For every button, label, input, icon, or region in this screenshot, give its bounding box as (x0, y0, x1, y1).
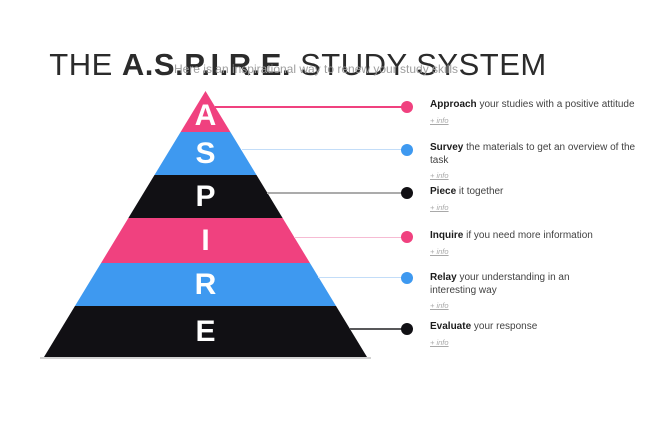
aspire-pyramid: A S P I R E (44, 91, 367, 357)
callout-dot-evaluate (401, 323, 413, 335)
callout-text: if you need more information (463, 230, 593, 241)
callout-dot-relay (401, 272, 413, 284)
callout-dot-piece (401, 187, 413, 199)
callout-text: the materials to get an overview of the … (430, 142, 636, 166)
callout-text: your understanding in an interesting way (430, 272, 570, 296)
info-link-evaluate[interactable]: + info (430, 337, 449, 347)
callout-keyword: Inquire (430, 230, 464, 241)
info-link-piece[interactable]: + info (430, 202, 449, 212)
callout-dot-survey (401, 144, 413, 156)
info-link-relay[interactable]: + info (430, 301, 449, 310)
pyramid-base-shadow (40, 357, 371, 359)
info-link-inquire[interactable]: + info (430, 246, 449, 256)
callout-line-survey (242, 149, 407, 150)
info-link-approach[interactable]: + info (430, 115, 449, 125)
pyramid-layer-inquire: I (44, 218, 367, 263)
page-title: THE A.S.P.I.R.E. STUDY SYSTEM (0, 47, 596, 83)
title-prefix: THE (49, 46, 122, 82)
pyramid-letter-p: P (195, 179, 216, 213)
pyramid-layer-relay: R (44, 263, 367, 306)
pyramid-letter-i: I (201, 223, 210, 257)
title-suffix: STUDY SYSTEM (291, 46, 547, 82)
pyramid-letter-a: A (194, 99, 217, 132)
callout-line-evaluate (350, 328, 407, 330)
callout-item-survey: Survey the materials to get an overview … (430, 142, 642, 183)
callout-item-approach: Approach your studies with a positive at… (430, 99, 635, 127)
callout-keyword: Piece (430, 186, 457, 197)
callout-item-relay: Relay your understanding in an interesti… (430, 272, 602, 313)
callout-item-piece: Piece it together + info (430, 186, 642, 214)
pyramid-letter-s: S (195, 136, 216, 170)
callout-line-inquire (294, 237, 407, 238)
callout-keyword: Evaluate (430, 321, 472, 332)
callout-dot-approach (401, 101, 413, 113)
callout-keyword: Relay (430, 272, 457, 283)
pyramid-layer-piece: P (44, 175, 367, 218)
info-link-survey[interactable]: + info (430, 171, 449, 180)
pyramid-letter-e: E (195, 314, 216, 348)
pyramid-layer-evaluate: E (44, 306, 367, 357)
pyramid-layer-survey: S (44, 132, 367, 175)
page-subtitle: Here is an inspirational way to renew yo… (173, 62, 459, 76)
callout-text: your response (471, 321, 538, 332)
callout-line-approach (215, 106, 407, 108)
callout-line-piece (267, 192, 407, 194)
callout-keyword: Approach (430, 99, 477, 110)
callout-line-relay (318, 277, 407, 278)
pyramid-layer-approach: A (44, 91, 367, 132)
callout-item-inquire: Inquire if you need more information + i… (430, 230, 642, 258)
callout-dot-inquire (401, 231, 413, 243)
callout-item-evaluate: Evaluate your response + info (430, 321, 642, 349)
callout-text: your studies with a positive attitude (476, 99, 635, 110)
callout-text: it together (456, 186, 504, 197)
pyramid-letter-r: R (194, 267, 217, 301)
callout-keyword: Survey (430, 142, 464, 153)
title-accent: A.S.P.I.R.E. (121, 46, 292, 82)
